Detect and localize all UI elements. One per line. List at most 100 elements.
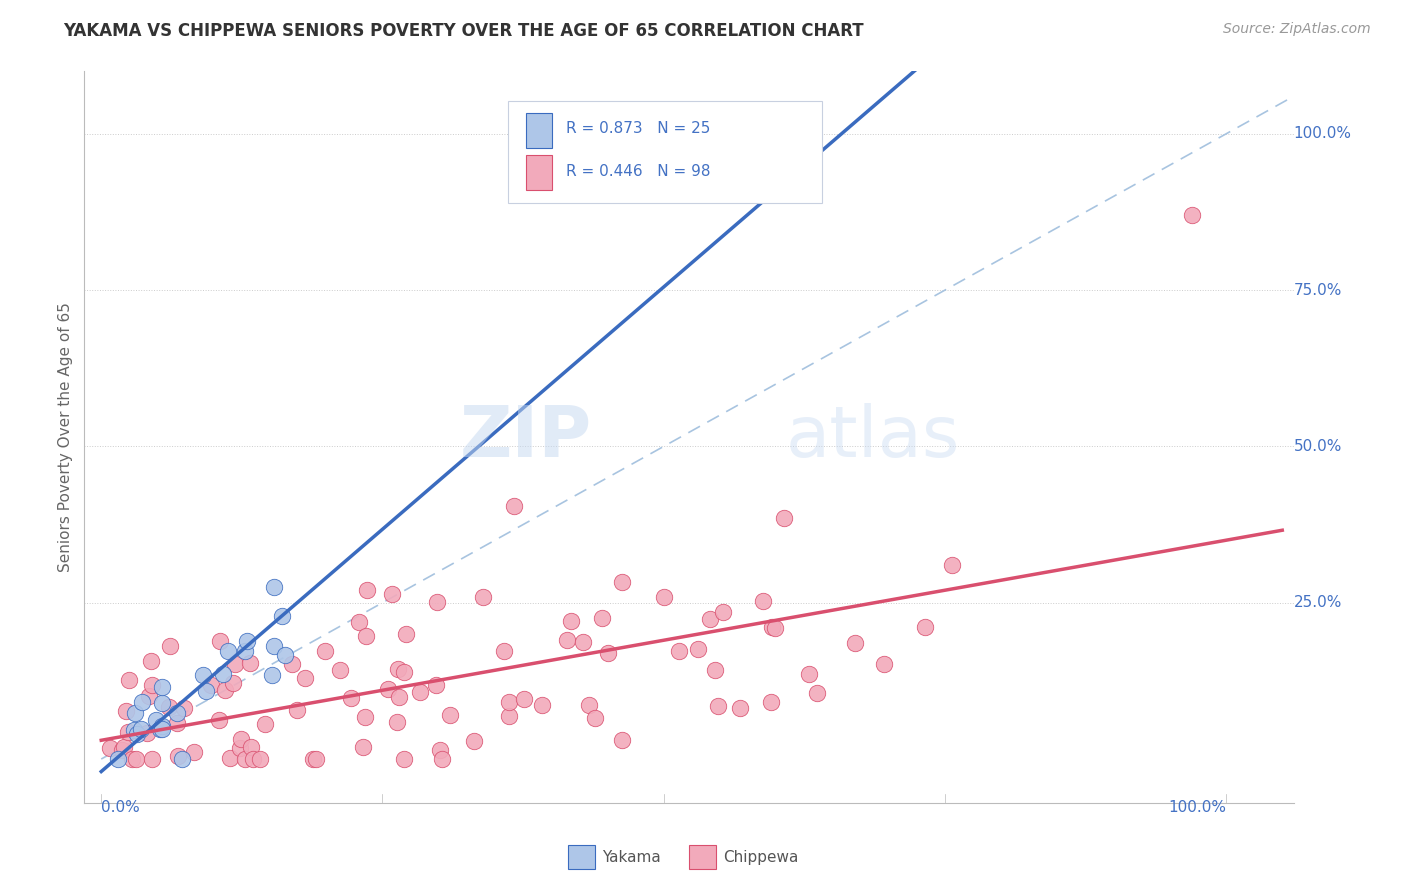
Bar bbox=[568, 846, 595, 869]
Text: 25.0%: 25.0% bbox=[1294, 595, 1341, 610]
Point bbox=[668, 644, 690, 658]
Point bbox=[131, 695, 153, 709]
Text: 75.0%: 75.0% bbox=[1294, 283, 1341, 298]
Point bbox=[150, 696, 173, 710]
Text: Chippewa: Chippewa bbox=[723, 850, 799, 865]
Point bbox=[110, 742, 132, 756]
Point bbox=[139, 655, 162, 669]
Point bbox=[711, 605, 734, 619]
Point bbox=[560, 614, 582, 628]
Point bbox=[305, 752, 328, 766]
Point bbox=[249, 752, 271, 766]
Point bbox=[340, 690, 363, 705]
Point bbox=[392, 665, 415, 679]
Point bbox=[492, 644, 515, 658]
Point bbox=[354, 710, 377, 724]
Point bbox=[191, 668, 214, 682]
Point bbox=[652, 590, 675, 604]
Bar bbox=[689, 846, 716, 869]
Point bbox=[242, 752, 264, 766]
Point bbox=[352, 740, 374, 755]
Point bbox=[209, 633, 232, 648]
Point bbox=[167, 748, 190, 763]
Point bbox=[141, 752, 163, 766]
Point bbox=[941, 558, 963, 573]
Point bbox=[228, 740, 250, 755]
Point bbox=[200, 678, 222, 692]
Point bbox=[240, 739, 263, 754]
Point bbox=[236, 633, 259, 648]
Y-axis label: Seniors Poverty Over the Age of 65: Seniors Poverty Over the Age of 65 bbox=[58, 302, 73, 572]
Point bbox=[222, 675, 245, 690]
Text: R = 0.873   N = 25: R = 0.873 N = 25 bbox=[565, 121, 710, 136]
Point bbox=[172, 752, 194, 766]
Point bbox=[761, 619, 783, 633]
Point bbox=[530, 698, 553, 712]
FancyBboxPatch shape bbox=[508, 101, 823, 203]
Point bbox=[356, 582, 378, 597]
Point bbox=[498, 695, 520, 709]
Point bbox=[354, 628, 377, 642]
Point bbox=[219, 751, 242, 765]
Point bbox=[262, 667, 284, 681]
Point bbox=[844, 635, 866, 649]
Point bbox=[166, 716, 188, 731]
Point bbox=[409, 685, 432, 699]
Point bbox=[98, 741, 121, 756]
Point bbox=[612, 733, 634, 747]
Point bbox=[263, 640, 285, 654]
Point bbox=[699, 612, 721, 626]
Point bbox=[387, 714, 409, 729]
Point bbox=[285, 703, 308, 717]
Point bbox=[730, 700, 752, 714]
Point bbox=[432, 752, 454, 766]
Point bbox=[107, 752, 129, 766]
Point bbox=[759, 695, 782, 709]
Point bbox=[707, 699, 730, 714]
Point bbox=[752, 593, 775, 607]
Point bbox=[503, 499, 526, 513]
Point bbox=[763, 621, 786, 635]
Point bbox=[271, 609, 294, 624]
Point bbox=[115, 704, 138, 718]
Text: Source: ZipAtlas.com: Source: ZipAtlas.com bbox=[1223, 22, 1371, 37]
Point bbox=[381, 587, 404, 601]
Point bbox=[439, 708, 461, 723]
Text: YAKAMA VS CHIPPEWA SENIORS POVERTY OVER THE AGE OF 65 CORRELATION CHART: YAKAMA VS CHIPPEWA SENIORS POVERTY OVER … bbox=[63, 22, 863, 40]
Point bbox=[314, 644, 336, 658]
Point bbox=[263, 580, 285, 594]
Point bbox=[235, 644, 257, 658]
Point bbox=[224, 657, 246, 671]
Point bbox=[239, 656, 262, 670]
Point bbox=[591, 610, 613, 624]
Text: 100.0%: 100.0% bbox=[1294, 127, 1351, 141]
Point bbox=[498, 709, 520, 723]
Point bbox=[429, 743, 451, 757]
Text: Yakama: Yakama bbox=[602, 850, 661, 865]
Point bbox=[150, 722, 173, 736]
Point bbox=[135, 726, 157, 740]
Point bbox=[329, 663, 352, 677]
Point bbox=[149, 722, 172, 736]
Point bbox=[302, 752, 325, 766]
Point bbox=[797, 667, 820, 681]
Point bbox=[254, 716, 277, 731]
Point bbox=[183, 745, 205, 759]
Point bbox=[425, 678, 447, 692]
Point bbox=[194, 684, 217, 698]
Bar bbox=[526, 113, 553, 148]
Point bbox=[349, 615, 371, 630]
Point bbox=[1181, 208, 1204, 222]
Point bbox=[704, 663, 727, 677]
Point bbox=[377, 681, 399, 696]
Point bbox=[914, 620, 936, 634]
Point bbox=[572, 635, 595, 649]
Point bbox=[125, 752, 148, 766]
Point bbox=[872, 657, 894, 672]
Point bbox=[121, 752, 143, 766]
Point bbox=[214, 683, 236, 698]
Point bbox=[280, 657, 302, 671]
Point bbox=[583, 711, 606, 725]
Text: ZIP: ZIP bbox=[460, 402, 592, 472]
Text: atlas: atlas bbox=[786, 402, 960, 472]
